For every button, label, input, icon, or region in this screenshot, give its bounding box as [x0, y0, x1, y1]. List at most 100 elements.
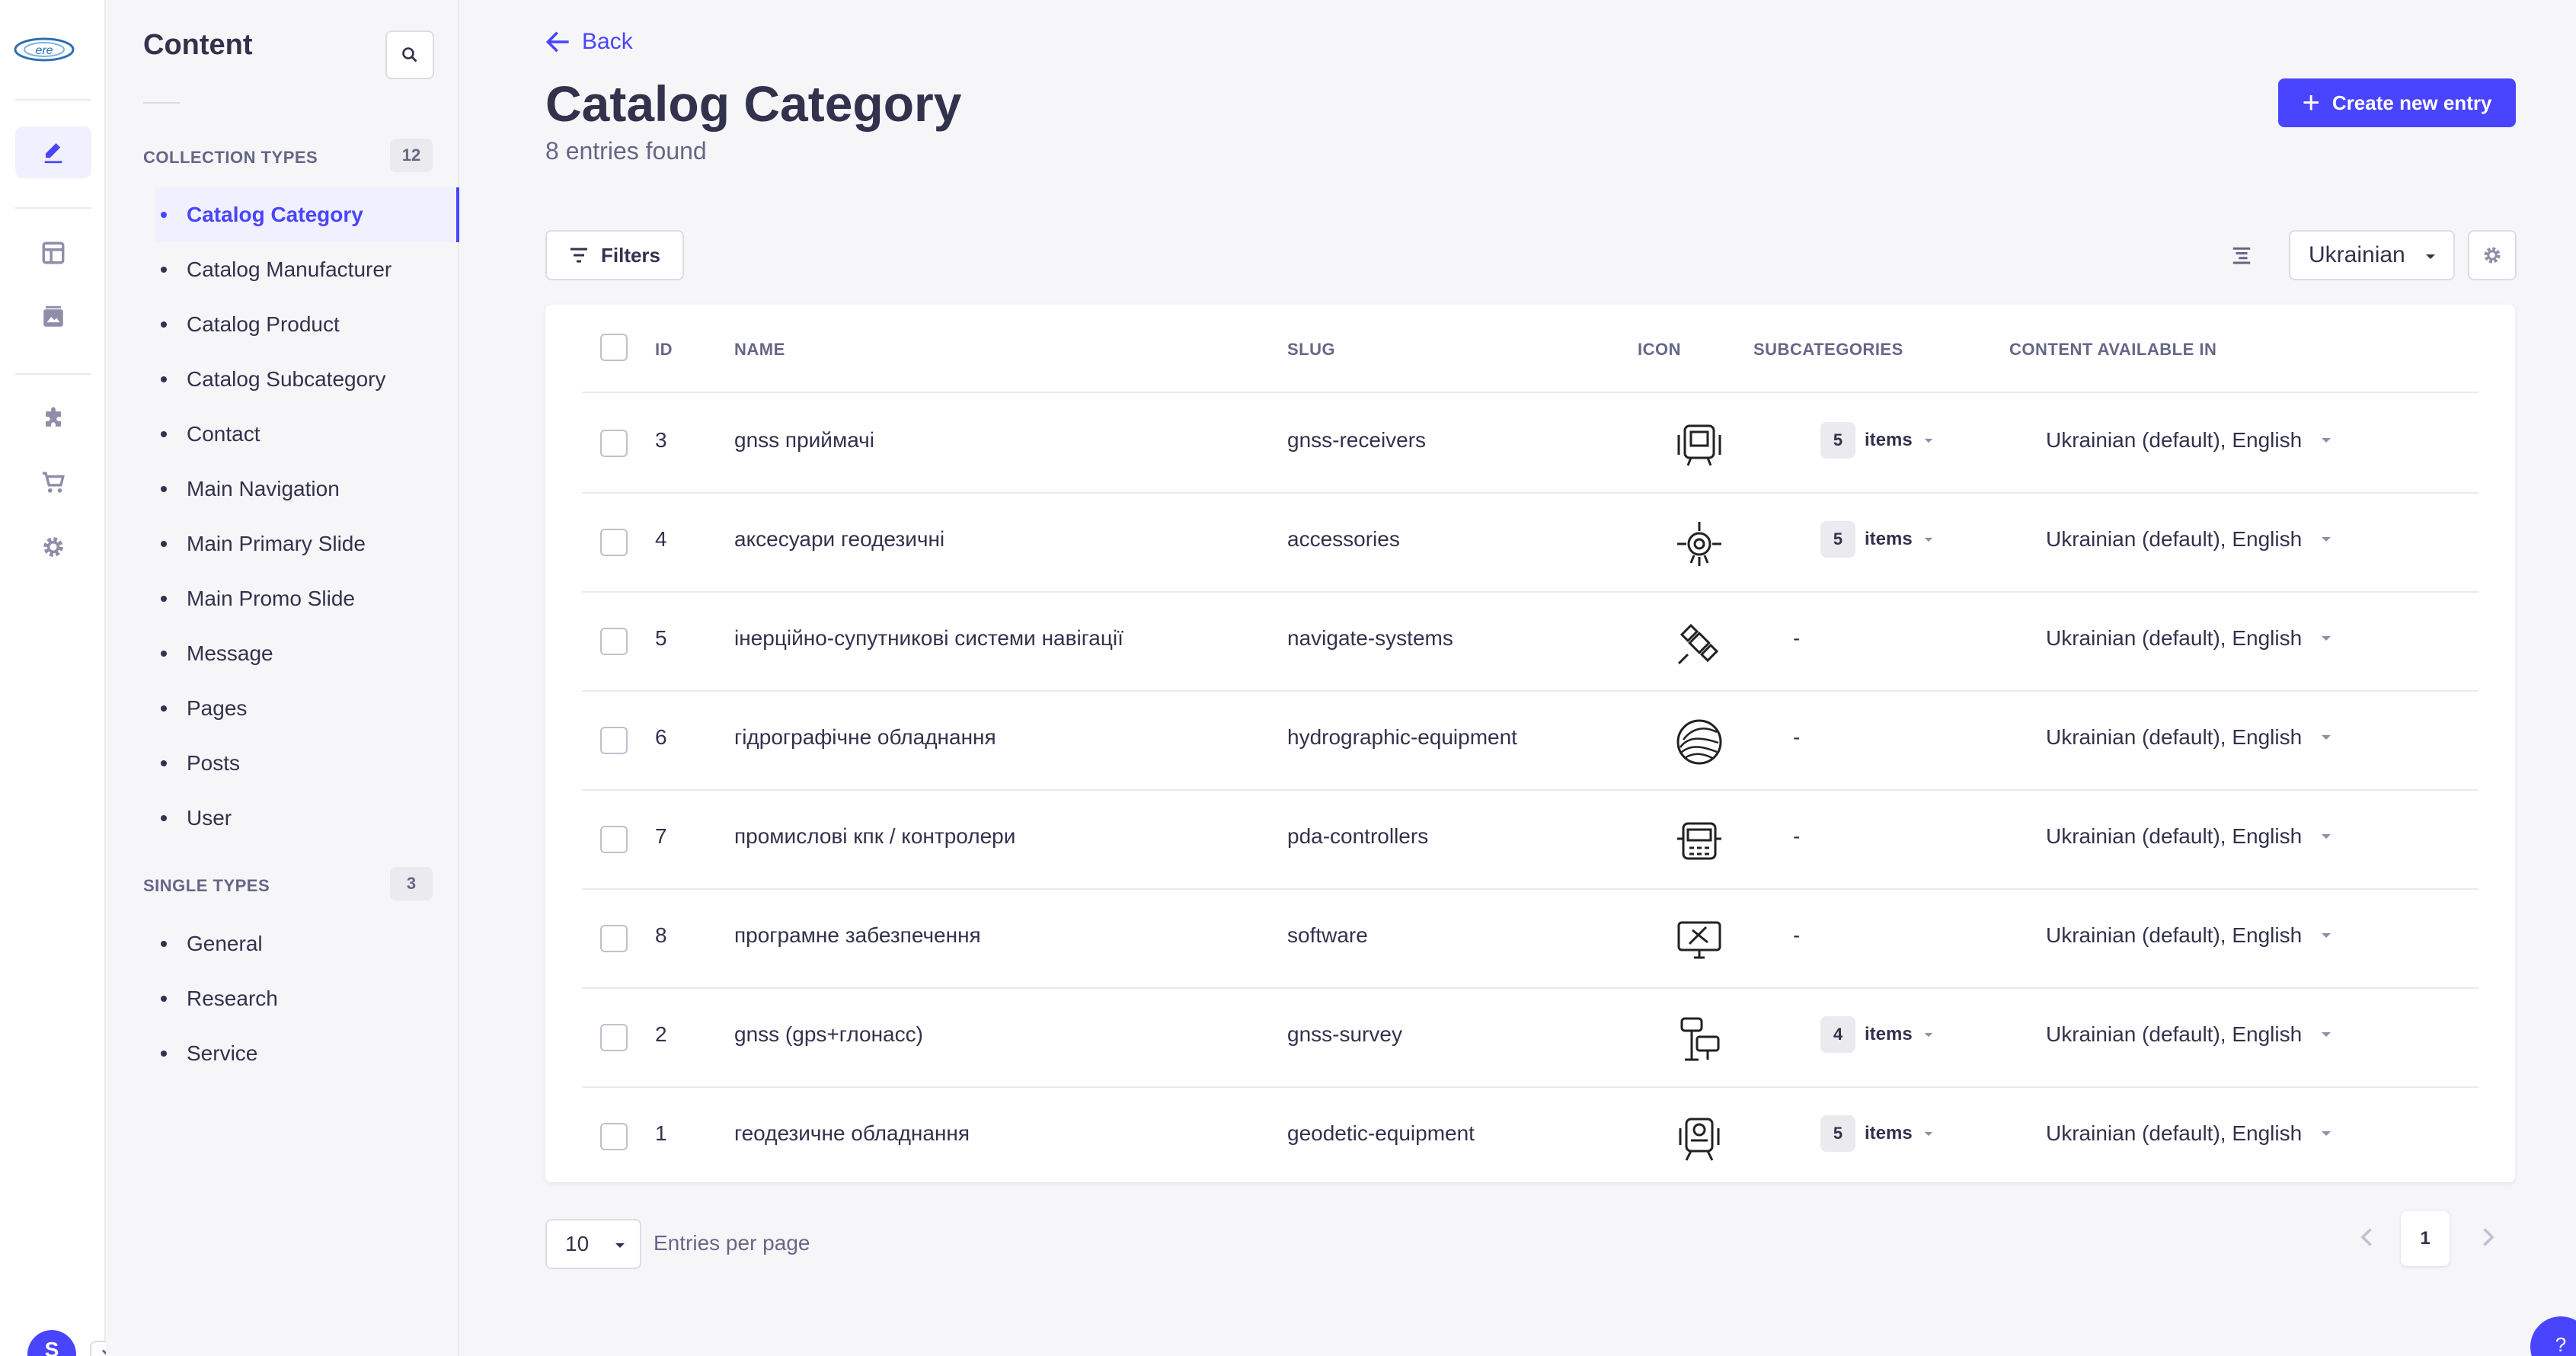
- columns-toggle[interactable]: [2230, 244, 2253, 270]
- row-checkbox[interactable]: [600, 727, 628, 754]
- locales-dropdown[interactable]: Ukrainian (default), English: [2046, 923, 2332, 948]
- column-header-content-available-in: CONTENT AVAILABLE IN: [2009, 340, 2217, 359]
- cell-id: 2: [655, 1022, 667, 1046]
- cell-id: 7: [655, 824, 667, 848]
- caret-down-icon: [2322, 1131, 2332, 1136]
- subnav-search-button[interactable]: [385, 30, 434, 79]
- caret-down-icon: [2426, 254, 2435, 259]
- table-row[interactable]: 2 gnss (gps+глонасс) gnss-survey 4 items Ukra…: [582, 989, 2479, 1088]
- row-checkbox[interactable]: [600, 430, 628, 457]
- nav-item-catalog-manufacturer[interactable]: Catalog Manufacturer: [155, 242, 459, 297]
- nav-item-message[interactable]: Message: [155, 626, 459, 681]
- subcategories-dropdown[interactable]: 5 items: [1820, 521, 1934, 558]
- entries-per-page-label: Entries per page: [654, 1231, 810, 1255]
- locales-dropdown[interactable]: Ukrainian (default), English: [2046, 824, 2332, 849]
- nav-item-catalog-category[interactable]: Catalog Category: [155, 187, 459, 242]
- bullet: [161, 651, 167, 657]
- nav-item-label: Catalog Category: [187, 203, 363, 226]
- subcategories-count: 5: [1820, 1115, 1855, 1152]
- table-row[interactable]: 4 аксесуари геодезичні accessories 5 items Uk…: [582, 494, 2479, 593]
- subcategories-dropdown[interactable]: 5 items: [1820, 422, 1934, 459]
- cell-locales: Ukrainian (default), English: [2046, 1022, 2303, 1046]
- nav-item-service[interactable]: Service: [155, 1026, 459, 1081]
- caret-down-icon: [2322, 933, 2332, 938]
- locale-select[interactable]: Ukrainian: [2289, 230, 2455, 280]
- create-new-entry-button[interactable]: + Create new entry: [2278, 78, 2516, 127]
- nav-item-catalog-product[interactable]: Catalog Product: [155, 297, 459, 352]
- back-link[interactable]: Back: [545, 29, 633, 55]
- collection-types-label[interactable]: COLLECTION TYPES: [143, 148, 318, 167]
- caret-down-icon: [1924, 537, 1932, 542]
- nav-item-catalog-subcategory[interactable]: Catalog Subcategory: [155, 352, 459, 407]
- select-all-checkbox[interactable]: [600, 334, 628, 361]
- subnav-title: Content: [143, 29, 253, 61]
- nav-item-user[interactable]: User: [155, 791, 459, 846]
- nav-item-main-primary-slide[interactable]: Main Primary Slide: [155, 516, 459, 571]
- row-checkbox[interactable]: [600, 826, 628, 853]
- previous-page-button[interactable]: [2354, 1223, 2381, 1255]
- nav-item-main-navigation[interactable]: Main Navigation: [155, 462, 459, 516]
- entries-per-page-select[interactable]: 10: [545, 1219, 641, 1269]
- settings-icon[interactable]: [15, 521, 91, 573]
- row-checkbox[interactable]: [600, 628, 628, 655]
- nav-item-contact[interactable]: Contact: [155, 407, 459, 462]
- page-1-button[interactable]: 1: [2401, 1211, 2450, 1266]
- column-header-id[interactable]: ID: [655, 340, 673, 359]
- nav-item-label: Posts: [187, 751, 241, 775]
- cell-name: аксесуари геодезичні: [734, 527, 945, 551]
- caret-down-icon: [2322, 1032, 2332, 1037]
- nav-item-main-promo-slide[interactable]: Main Promo Slide: [155, 571, 459, 626]
- cell-locales: Ukrainian (default), English: [2046, 725, 2303, 749]
- user-avatar[interactable]: S: [27, 1330, 76, 1356]
- table-row[interactable]: 8 програмне забезпечення software - Ukrainia…: [582, 890, 2479, 989]
- controller-icon: [1677, 822, 1721, 860]
- row-checkbox[interactable]: [600, 1024, 628, 1051]
- brand-logo[interactable]: ere: [12, 30, 76, 69]
- subcategories-count: 5: [1820, 422, 1855, 459]
- table-row[interactable]: 6 гідрографічне обладнання hydrographic-eq…: [582, 692, 2479, 791]
- table-row[interactable]: 5 інерційно-супутникові системи навігації…: [582, 593, 2479, 692]
- nav-item-pages[interactable]: Pages: [155, 681, 459, 736]
- column-header-slug[interactable]: SLUG: [1287, 340, 1336, 359]
- help-button[interactable]: ?: [2530, 1316, 2576, 1356]
- nav-item-label: Catalog Product: [187, 312, 340, 336]
- next-page-button[interactable]: [2474, 1223, 2501, 1255]
- nav-item-research[interactable]: Research: [155, 971, 459, 1026]
- locales-dropdown[interactable]: Ukrainian (default), English: [2046, 725, 2332, 750]
- subcategories-dropdown[interactable]: 5 items: [1820, 1115, 1934, 1152]
- table-row[interactable]: 3 gnss приймачі gnss-receivers 5 items Ukrain…: [582, 395, 2479, 494]
- locales-dropdown[interactable]: Ukrainian (default), English: [2046, 527, 2332, 552]
- locales-dropdown[interactable]: Ukrainian (default), English: [2046, 1022, 2332, 1047]
- svg-text:ere: ere: [35, 44, 53, 57]
- cell-slug: navigate-systems: [1287, 626, 1453, 650]
- content-type-builder-icon[interactable]: [15, 227, 91, 279]
- table-row[interactable]: 1 геодезичне обладнання geodetic-equipment…: [582, 1088, 2479, 1187]
- caret-down-icon: [1924, 1032, 1932, 1037]
- nav-item-general[interactable]: General: [155, 916, 459, 971]
- locales-dropdown[interactable]: Ukrainian (default), English: [2046, 1121, 2332, 1146]
- chevron-right-icon: [2483, 1228, 2495, 1246]
- nav-item-label: General: [187, 932, 263, 955]
- media-library-icon[interactable]: [15, 291, 91, 343]
- content-manager-icon[interactable]: [15, 126, 91, 178]
- column-header-name[interactable]: NAME: [734, 340, 785, 359]
- list-view-settings-button[interactable]: [2468, 230, 2517, 280]
- single-types-label[interactable]: SINGLE TYPES: [143, 876, 270, 895]
- cell-name: промислові кпк / контролери: [734, 824, 1016, 848]
- table-row[interactable]: 7 промислові кпк / контролери pda-controll…: [582, 791, 2479, 890]
- nav-item-posts[interactable]: Posts: [155, 736, 459, 791]
- row-checkbox[interactable]: [600, 1123, 628, 1150]
- filters-button[interactable]: Filters: [545, 230, 684, 280]
- row-checkbox[interactable]: [600, 529, 628, 556]
- list-settings-icon: [2232, 247, 2251, 264]
- subcategories-dropdown[interactable]: 4 items: [1820, 1016, 1934, 1053]
- locales-dropdown[interactable]: Ukrainian (default), English: [2046, 428, 2332, 453]
- caret-down-icon: [2322, 834, 2332, 839]
- plugins-icon[interactable]: [15, 393, 91, 445]
- row-checkbox[interactable]: [600, 925, 628, 952]
- bullet: [161, 212, 167, 218]
- cell-name: програмне забезпечення: [734, 923, 981, 947]
- column-header-subcategories: SUBCATEGORIES: [1753, 340, 1903, 359]
- locales-dropdown[interactable]: Ukrainian (default), English: [2046, 626, 2332, 651]
- marketplace-icon[interactable]: [15, 457, 91, 509]
